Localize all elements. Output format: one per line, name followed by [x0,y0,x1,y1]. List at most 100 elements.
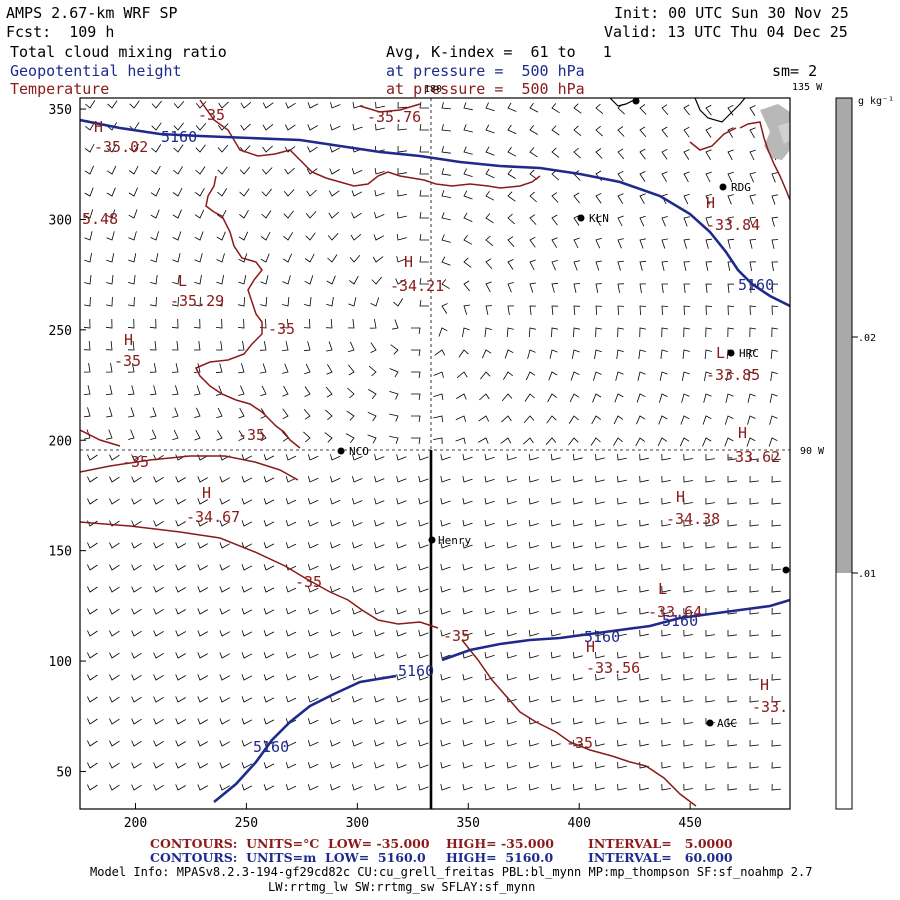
wind-barb [595,783,605,791]
extrema-mark: L [178,272,187,290]
wind-barb [352,586,363,593]
wind-barb [219,476,231,483]
wind-barb [705,475,715,483]
wind-barb [705,761,715,769]
wind-barb [727,762,737,769]
wind-barb [150,275,158,285]
wind-barb [661,497,671,505]
wind-barb [617,148,625,160]
contours-temperature-interval: INTERVAL= 5.0000 [588,836,733,851]
wind-barb [570,371,580,381]
wind-barb [595,497,605,505]
wind-barb [374,212,385,219]
cloud-shading [760,104,790,160]
wind-barb [283,232,294,241]
wind-barb [351,168,363,175]
wind-barb [661,541,671,549]
y-tick-label: 250 [49,324,72,339]
wind-barb [573,215,580,226]
wind-barb [396,564,407,571]
wind-barb [238,385,245,396]
wind-barb [238,407,245,419]
wind-barb [330,784,341,791]
coastline-fragment [609,98,635,107]
wind-barb [328,190,340,197]
wind-barb [194,296,201,307]
wind-barb [261,188,272,197]
wind-barb [727,149,734,161]
wind-barb [109,564,120,571]
wind-barb [573,453,583,461]
wind-barb [389,436,399,444]
wind-barb [153,542,164,549]
wind-barb [285,520,297,527]
wind-barb [173,144,184,153]
wind-barb [551,214,558,226]
wind-barb [639,673,649,681]
wind-barb [260,275,269,285]
wind-barb [150,231,159,241]
wind-barb [172,385,179,396]
wind-barb [307,740,319,747]
wind-barb [661,717,671,725]
wind-barb [683,238,690,249]
wind-barb [481,349,492,359]
wind-barb [106,165,117,175]
wind-barb [307,146,318,153]
wind-barb [197,762,208,769]
wind-barb [507,102,517,112]
wind-barb [484,718,495,725]
wind-barb [260,253,270,263]
wind-barb [418,630,429,637]
wind-barb [573,585,583,593]
wind-barb [239,210,249,219]
wind-barb [463,304,470,315]
wind-barb [307,608,319,615]
wind-barb [219,740,231,747]
wind-barb [595,519,605,527]
extrema-mark: H [586,638,595,656]
wind-barb [307,564,319,571]
wind-barb [550,651,561,659]
station-henry: Henry [438,534,471,547]
wind-barb [153,696,164,703]
wind-barb [347,387,355,399]
wind-barb [456,371,468,379]
wind-barb [484,630,495,637]
wind-barb [352,740,363,747]
wind-barb [438,327,448,337]
wind-barb [614,393,624,403]
wind-barb [263,476,275,483]
wind-barb [285,586,297,593]
wind-barb [84,407,91,418]
wind-barb [348,364,355,376]
wind-barb [330,652,341,659]
wind-barb [197,498,208,505]
wind-barb [241,652,253,659]
wind-barb [217,144,229,153]
wind-barb [592,393,602,403]
wind-barb [727,305,735,316]
wind-barb [260,430,267,442]
wind-barb [352,696,363,703]
wind-barb [506,498,517,505]
station-dot-rdg [719,183,727,191]
wind-barb [352,630,363,637]
wind-barb [551,125,560,136]
wind-barb [658,415,668,425]
wind-barb [683,283,690,293]
wind-barb [768,437,778,447]
wind-barb [705,171,712,183]
wind-barb [216,407,223,419]
wind-barb [352,520,363,527]
wind-barb [639,651,649,659]
wind-barb [219,652,231,659]
wind-barb [639,475,649,483]
wind-barb [484,762,495,769]
wind-barb [705,104,712,116]
wind-barb [727,283,735,293]
wind-barb [282,363,289,374]
wind-barb [463,280,471,292]
wind-barb [462,542,473,549]
x-tick-label: 200 [124,816,147,831]
